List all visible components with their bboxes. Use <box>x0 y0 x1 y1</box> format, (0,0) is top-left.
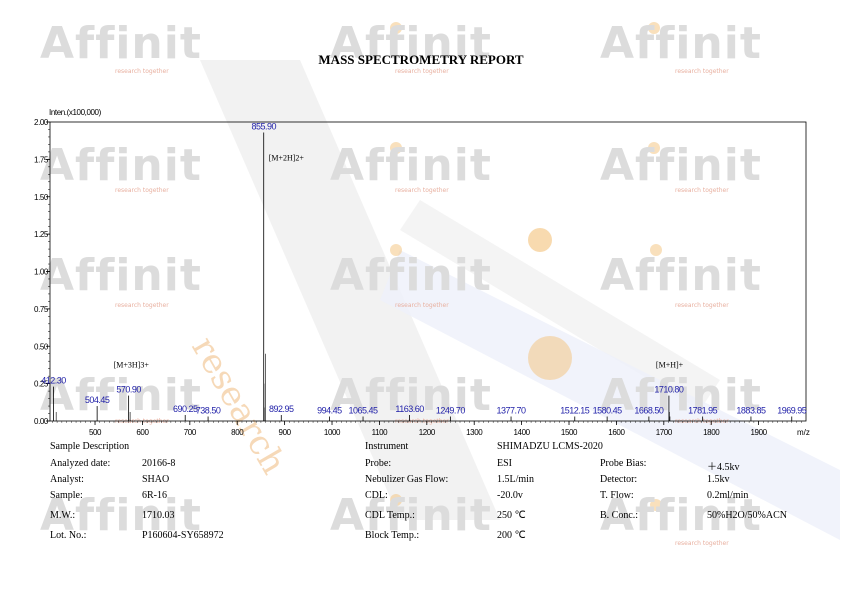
x-tick-label: 500 <box>89 428 102 437</box>
y-tick-label: 1.75 <box>34 155 49 164</box>
sample-value: 6R-16 <box>142 490 167 501</box>
peak-label: 855.90 <box>251 121 276 131</box>
peak-label: 892.95 <box>269 404 294 414</box>
mw-value: 1710.03 <box>142 510 175 521</box>
block-temp-label: Block Temp.: <box>365 530 420 541</box>
peak-label: 1883.85 <box>736 406 766 416</box>
probe-value: ESI <box>497 458 512 469</box>
cdl-temp-label: CDL Temp.: <box>365 510 415 521</box>
peak-label: 690.25 <box>173 404 198 414</box>
x-tick-label: 600 <box>136 428 149 437</box>
detector-value: 1.5kv <box>707 474 730 485</box>
nebulizer-gas-flow-value: 1.5L/min <box>497 474 534 485</box>
lot-no-label: Lot. No.: <box>50 530 87 541</box>
y-axis-label: Inten.(x100,000) <box>49 108 102 117</box>
b-conc-label: B. Conc.: <box>600 510 639 521</box>
x-tick-label: 700 <box>184 428 197 437</box>
peak-label: 994.45 <box>317 406 342 416</box>
peak-annotation: [M+3H]3+ <box>114 361 150 370</box>
y-tick-label: 2.00 <box>34 118 49 127</box>
report-title: MASS SPECTROMETRY REPORT <box>318 52 524 67</box>
x-tick-label: 1000 <box>324 428 341 437</box>
peak-label: 504.45 <box>85 395 110 405</box>
analyzed-date-label: Analyzed date: <box>50 458 111 469</box>
sample-label: Sample: <box>50 490 83 501</box>
x-tick-label: 1900 <box>751 428 768 437</box>
x-axis: 500 600 700 800 900 1000 1100 1200 1300 1400 1500 1… <box>52 421 802 437</box>
x-tick-label: 1400 <box>514 428 531 437</box>
peak-label: 1580.45 <box>593 406 623 416</box>
peak-label: 1163.60 <box>395 404 424 414</box>
x-axis-label: m/z <box>797 428 810 437</box>
detector-label: Detector: <box>600 474 638 485</box>
t-flow-value: 0.2ml/min <box>707 490 749 501</box>
probe-bias-label: Probe Bias: <box>600 458 647 469</box>
probe-label: Probe: <box>365 458 392 469</box>
y-tick-label: 1.25 <box>34 230 49 239</box>
peak-label: 1781.95 <box>688 406 718 416</box>
y-tick-label: 1.50 <box>34 193 49 202</box>
mass-spectrum-chart: 0.00 0.25 0.50 0.75 1.00 1.25 1.50 1.75 2.00 500… <box>34 108 810 437</box>
peak-label: 1065.45 <box>349 406 379 416</box>
peak-label: 570.90 <box>116 385 141 395</box>
peak-label: 1710.80 <box>654 385 684 395</box>
peak-label: 1969.95 <box>777 406 807 416</box>
x-tick-label: 900 <box>279 428 292 437</box>
x-tick-label: 1300 <box>466 428 483 437</box>
cdl-temp-value: 250 ℃ <box>497 510 526 521</box>
cdl-value: -20.0v <box>497 490 523 501</box>
y-tick-label: 1.00 <box>34 268 49 277</box>
watermark-tagline: research together <box>395 68 449 75</box>
instrument-label: Instrument <box>365 441 409 452</box>
sample-description-label: Sample Description <box>50 441 130 452</box>
peak-label: 738.50 <box>196 406 221 416</box>
x-tick-label: 1500 <box>561 428 578 437</box>
x-tick-label: 1600 <box>608 428 625 437</box>
cdl-label: CDL: <box>365 490 388 501</box>
plot-frame <box>49 121 807 422</box>
y-tick-label: 0.75 <box>34 305 49 314</box>
x-tick-label: 1100 <box>372 428 389 437</box>
y-tick-label: 0.25 <box>34 380 49 389</box>
analyst-value: SHAO <box>142 474 170 485</box>
instrument-value: SHIMADZU LCMS-2020 <box>497 441 603 452</box>
peak-label: 1668.50 <box>634 406 664 416</box>
analyzed-date-value: 20166-8 <box>142 458 176 469</box>
x-tick-label: 1700 <box>656 428 673 437</box>
annotations-group: [M+2H]2+ [M+3H]3+ [M+H]+ <box>114 153 684 369</box>
t-flow-label: T. Flow: <box>600 490 634 501</box>
x-tick-label: 1200 <box>419 428 436 437</box>
mw-label: M.W.: <box>50 510 76 521</box>
peak-label: 1512.15 <box>560 406 590 416</box>
peak-label: 1249.70 <box>436 406 466 416</box>
peak-label: 412.30 <box>41 376 66 386</box>
analyst-label: Analyst: <box>50 474 84 485</box>
watermark-tagline: research together <box>115 68 169 75</box>
probe-bias-value: ＋4.5kv <box>707 462 740 473</box>
x-tick-label: 1800 <box>703 428 720 437</box>
peak-annotation: [M+H]+ <box>656 361 684 370</box>
peak-label: 1377.70 <box>497 406 527 416</box>
y-tick-label: 0.00 <box>34 417 49 426</box>
x-tick-label: 800 <box>231 428 244 437</box>
y-axis: 0.00 0.25 0.50 0.75 1.00 1.25 1.50 1.75 2.00 <box>34 118 50 426</box>
lot-no-value: P160604-SY658972 <box>142 530 224 541</box>
peak-annotation: [M+2H]2+ <box>269 153 305 162</box>
peaks-group <box>53 132 793 421</box>
b-conc-value: 50%H2O/50%ACN <box>707 510 787 521</box>
watermark-tagline: research together <box>675 540 729 547</box>
nebulizer-gas-flow-label: Nebulizer Gas Flow: <box>365 474 449 485</box>
chart-frame <box>49 121 807 422</box>
watermark-tagline: research together <box>675 68 729 75</box>
block-temp-value: 200 ℃ <box>497 530 526 541</box>
y-tick-label: 0.50 <box>34 342 49 351</box>
